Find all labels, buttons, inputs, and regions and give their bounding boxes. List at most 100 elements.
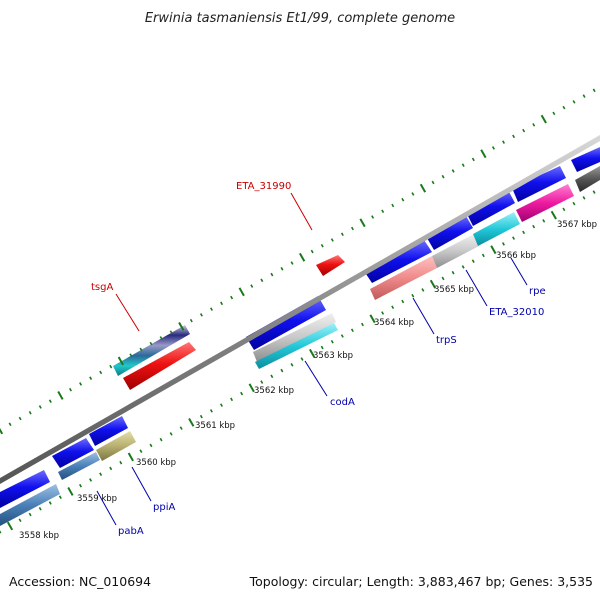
lower-tick — [411, 293, 415, 298]
lower-tick — [300, 357, 304, 361]
tick-label: 3561 kbp — [195, 421, 235, 431]
upper-tick — [199, 313, 203, 317]
lower-tick — [320, 345, 324, 350]
upper-tick — [169, 330, 173, 334]
upper-tick — [582, 94, 586, 98]
tick-label: 3567 kbp — [557, 220, 597, 230]
gene-label-trpS[interactable]: trpS — [436, 335, 457, 346]
upper-tick — [532, 123, 536, 127]
lower-tick — [522, 230, 526, 235]
upper-tick — [572, 100, 576, 104]
tick-label: 3566 kbp — [496, 251, 536, 261]
upper-tick — [359, 218, 366, 228]
gene-cds-top-3558 — [0, 470, 50, 508]
gene-tsgA-stripe-feature — [113, 325, 190, 376]
leader-rpe — [510, 257, 528, 286]
lower-tick — [179, 426, 183, 430]
upper-tick — [491, 146, 495, 150]
tick-label: 3558 kbp — [19, 531, 59, 541]
lower-tick — [58, 495, 62, 500]
lower-tick — [501, 242, 505, 246]
gene-label-codA[interactable]: codA — [330, 397, 355, 408]
lower-tick — [309, 348, 316, 358]
gene-cds-top-3559b — [89, 416, 128, 446]
gene-label-rpe[interactable]: rpe — [529, 286, 546, 297]
lower-tick — [28, 512, 32, 517]
lower-tick — [441, 276, 445, 281]
upper-tick — [431, 180, 435, 185]
lower-tick — [391, 305, 395, 310]
gene-label-ETA_31990[interactable]: ETA_31990 — [236, 181, 291, 192]
upper-tick — [290, 261, 294, 265]
upper-tick — [280, 267, 284, 271]
leader-codA — [304, 360, 328, 397]
upper-tick — [260, 278, 264, 283]
gene-trpS — [370, 256, 437, 300]
leader-pabA — [96, 490, 117, 526]
upper-tick — [69, 387, 72, 392]
upper-tick — [401, 197, 405, 202]
lower-tick — [230, 397, 234, 402]
gene-label-leaders — [96, 192, 528, 526]
lower-tick — [340, 334, 344, 338]
leader-tsgA — [115, 293, 140, 332]
tick-label: 3560 kbp — [136, 458, 176, 468]
gene-cds-top-3566 — [466, 190, 515, 226]
lower-tick — [451, 270, 455, 275]
lower-tick — [592, 190, 596, 194]
lower-tick — [490, 245, 497, 255]
lower-tick — [401, 299, 405, 304]
upper-tick — [109, 364, 113, 369]
upper-tick — [540, 114, 547, 124]
gene-label-ETA_32010[interactable]: ETA_32010 — [489, 307, 544, 318]
lower-tick — [119, 460, 123, 465]
gene-rpe — [516, 184, 574, 222]
lower-tick — [542, 219, 546, 223]
lower-tick — [512, 236, 516, 240]
lower-tick — [38, 506, 42, 511]
gene-codA-gray — [253, 313, 336, 362]
upper-tick — [299, 252, 306, 262]
upper-tick — [391, 203, 395, 208]
tick-label: 3565 kbp — [434, 285, 474, 295]
lower-tick — [149, 443, 153, 448]
gene-ETA_32010 — [473, 212, 520, 246]
upper-tick — [471, 157, 475, 162]
upper-tick — [451, 169, 455, 173]
lower-tick — [240, 391, 244, 396]
tick-track-lower — [0, 190, 596, 534]
lower-tick — [79, 483, 82, 488]
upper-tick — [419, 183, 427, 193]
upper-tick — [461, 163, 465, 167]
tick-label: 3562 kbp — [254, 386, 294, 396]
upper-tick — [480, 149, 487, 159]
gene-pabA — [58, 452, 100, 480]
lower-tick — [89, 478, 93, 482]
lower-tick — [188, 417, 195, 427]
lower-tick — [572, 201, 576, 206]
lower-tick — [18, 518, 22, 523]
lower-tick — [582, 196, 586, 200]
upper-tick — [371, 215, 375, 219]
leader-ETA_32010 — [465, 269, 488, 307]
gene-label-pabA[interactable]: pabA — [118, 526, 144, 537]
upper-tick — [592, 88, 596, 93]
upper-tick — [512, 134, 516, 139]
gene-cds-top-3565 — [427, 216, 473, 250]
gene-label-ppiA[interactable]: ppiA — [153, 502, 175, 513]
upper-tick — [189, 318, 193, 323]
gene-label-tsgA[interactable]: tsgA — [91, 282, 113, 293]
upper-tick — [28, 410, 32, 415]
upper-tick — [381, 209, 385, 214]
lower-tick — [159, 437, 163, 442]
upper-tick — [522, 128, 526, 133]
upper-tick — [8, 422, 12, 427]
upper-tick — [48, 399, 52, 404]
lower-tick — [209, 409, 213, 413]
upper-tick — [350, 226, 354, 231]
upper-tick — [270, 272, 274, 277]
accession-text: Accession: NC_010694 — [9, 574, 152, 589]
lower-tick — [562, 207, 566, 212]
gene-labels: ETA_31990 tsgA codA trpS ETA_32010 rpe ppiA pab… — [91, 181, 546, 537]
gene-features — [0, 147, 600, 526]
